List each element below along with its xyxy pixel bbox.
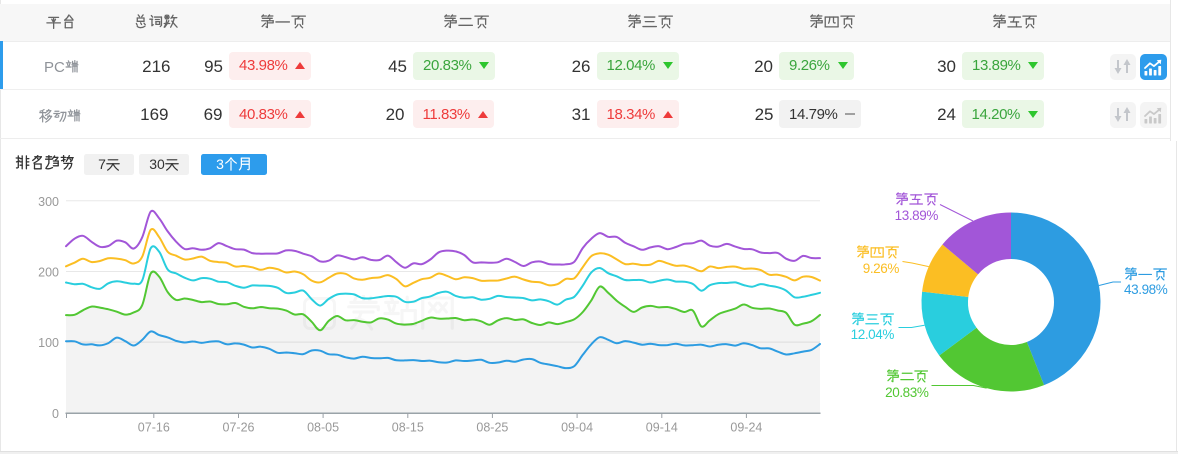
svg-text:200: 200: [38, 266, 59, 280]
svg-text:07-16: 07-16: [138, 421, 170, 435]
svg-text:09-24: 09-24: [730, 421, 762, 435]
svg-text:08-05: 08-05: [307, 421, 339, 435]
svg-text:100: 100: [38, 336, 59, 350]
svg-text:09-14: 09-14: [646, 421, 678, 435]
svg-text:300: 300: [38, 195, 59, 209]
svg-text:09-04: 09-04: [561, 421, 593, 435]
svg-text:07-26: 07-26: [223, 421, 255, 435]
svg-text:08-25: 08-25: [476, 421, 508, 435]
svg-text:08-15: 08-15: [392, 421, 424, 435]
svg-text:0: 0: [52, 407, 59, 421]
